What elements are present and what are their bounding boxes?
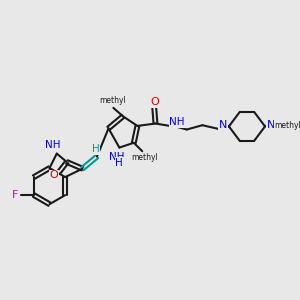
Text: methyl: methyl — [99, 96, 125, 105]
Text: H: H — [92, 144, 100, 154]
Text: N: N — [219, 120, 227, 130]
Text: NH: NH — [169, 117, 185, 127]
Text: methyl: methyl — [274, 121, 300, 130]
Text: NH: NH — [109, 152, 125, 162]
Text: N: N — [267, 120, 275, 130]
Text: NH: NH — [45, 140, 61, 150]
Text: H: H — [116, 158, 123, 167]
Text: O: O — [50, 170, 58, 180]
Text: F: F — [12, 190, 19, 200]
Text: O: O — [150, 97, 159, 107]
Text: methyl: methyl — [131, 153, 158, 162]
